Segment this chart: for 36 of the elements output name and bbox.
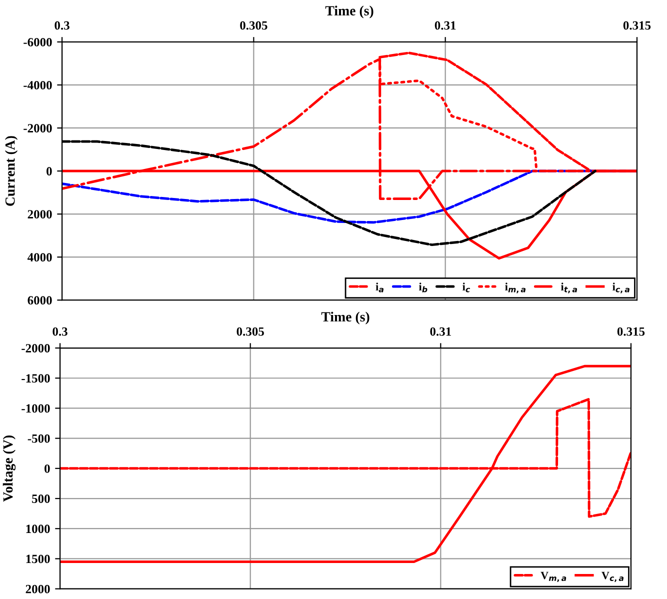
x-tick-label: 0.315 <box>617 327 645 336</box>
y-tick-label: 1000 <box>26 524 50 534</box>
legend-label: V$_{m,a}$ <box>540 572 566 582</box>
y-tick-label: 1500 <box>26 554 50 564</box>
y-tick-label: -6000 <box>24 38 52 46</box>
y-tick-label: 0 <box>44 464 50 473</box>
x-axis-title: Time (s) <box>321 312 370 324</box>
y-tick-label: 500 <box>32 494 50 503</box>
x-tick-label: 0.3 <box>52 327 68 336</box>
y-tick-label: 2000 <box>28 210 52 219</box>
y-tick-label: -4000 <box>24 80 52 90</box>
y-tick-label: 2000 <box>26 584 50 594</box>
y-tick-label: 0 <box>46 167 52 176</box>
x-tick-label: 0.3 <box>54 21 70 30</box>
y-tick-label: -1500 <box>22 374 50 383</box>
legend-label: i$_{b}$ <box>419 282 428 292</box>
y-axis-title: Voltage (V) <box>2 436 16 502</box>
y-tick-label: -2000 <box>24 124 52 132</box>
x-tick-label: 0.31 <box>430 327 451 336</box>
x-tick-label: 0.305 <box>240 21 268 30</box>
legend-label: V$_{c,a}$ <box>602 572 624 582</box>
y-tick-label: 4000 <box>27 253 52 262</box>
y-axis-title: Current (A) <box>4 136 18 206</box>
legend-label: i$_{c}$ <box>462 282 470 292</box>
x-tick-label: 0.305 <box>236 327 264 336</box>
x-tick-label: 0.315 <box>623 21 651 30</box>
x-tick-label: 0.31 <box>434 21 456 30</box>
legend-label: i$_{a}$ <box>376 282 384 292</box>
y-tick-label: -500 <box>28 434 50 443</box>
y-tick-label: -1000 <box>22 404 50 413</box>
legend-label: i$_{t,a}$ <box>561 282 577 294</box>
x-axis-title: Time (s) <box>325 6 374 18</box>
y-tick-label: -2000 <box>22 344 50 352</box>
legend-label: i$_{m,a}$ <box>505 282 526 294</box>
y-tick-label: 6000 <box>28 296 52 305</box>
legend-label: i$_{c,a}$ <box>612 282 630 294</box>
